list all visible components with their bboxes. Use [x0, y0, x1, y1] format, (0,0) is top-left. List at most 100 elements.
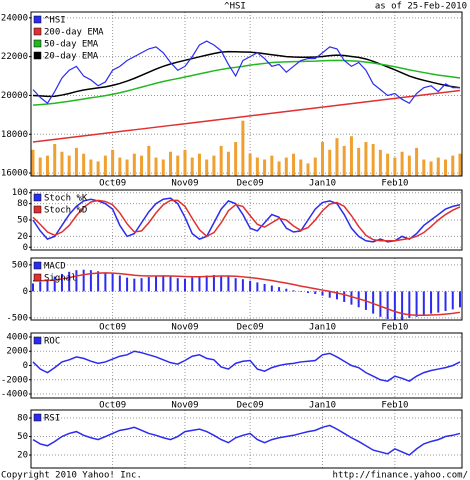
bar — [278, 287, 281, 292]
volume-bar — [436, 157, 440, 176]
bar — [444, 291, 447, 311]
volume-bar — [219, 145, 223, 176]
volume-bar — [205, 159, 209, 176]
bar — [227, 276, 230, 292]
volume-bar — [407, 155, 411, 176]
y-tick-label: 500 — [12, 260, 28, 270]
bar — [401, 291, 404, 320]
bar — [314, 291, 317, 295]
series-line — [32, 40, 460, 105]
panel — [31, 333, 462, 398]
legend-swatch — [33, 261, 42, 270]
bar — [459, 291, 461, 308]
legend-label: MACD — [44, 262, 66, 272]
bar — [46, 279, 49, 292]
y-tick-label: -4000 — [1, 390, 28, 400]
x-tick-label: Nov09 — [171, 179, 198, 189]
bar — [126, 277, 129, 292]
panel — [31, 410, 462, 468]
volume-bar — [342, 145, 346, 176]
bar — [451, 291, 454, 310]
bar — [393, 291, 396, 320]
legend-swatch — [33, 193, 42, 202]
bar — [422, 291, 425, 316]
legend-swatch — [33, 413, 42, 422]
y-tick-label: 18000 — [1, 130, 28, 140]
volume-bar — [190, 157, 194, 176]
legend-swatch — [33, 39, 42, 48]
y-tick-label: 20 — [17, 232, 28, 242]
panel-border — [30, 409, 463, 469]
volume-bar — [226, 151, 230, 176]
bar — [183, 278, 186, 292]
y-tick-label: 50 — [17, 216, 28, 226]
x-tick-label: Dec09 — [237, 401, 264, 411]
legend-label: 20-day EMA — [44, 52, 99, 62]
volume-bar — [241, 120, 245, 176]
bar — [241, 279, 244, 292]
volume-bar — [183, 149, 187, 176]
bar — [97, 271, 100, 292]
volume-bar — [154, 157, 158, 176]
volume-bar — [103, 155, 107, 176]
panel-border — [30, 189, 463, 251]
series-line — [32, 424, 461, 456]
bar — [328, 291, 331, 298]
series-line — [32, 197, 461, 243]
y-tick-label: 80 — [17, 414, 28, 424]
volume-bar — [400, 151, 404, 176]
legend-label: ROC — [44, 337, 60, 347]
series-line — [32, 89, 461, 143]
legend-swatch — [33, 27, 42, 36]
bar — [408, 291, 411, 318]
x-tick-label: Oct09 — [99, 401, 126, 411]
bar — [205, 275, 208, 292]
volume-bar — [313, 157, 317, 176]
x-tick-label: Feb10 — [381, 401, 408, 411]
series-line — [32, 350, 461, 383]
legend-swatch — [33, 51, 42, 60]
bar — [415, 291, 418, 317]
volume-bar — [212, 155, 216, 176]
bar — [299, 291, 302, 292]
bar — [68, 271, 71, 292]
bar — [198, 276, 201, 292]
volume-bar — [31, 149, 35, 176]
copyright: Copyright 2010 Yahoo! Inc. — [1, 471, 142, 480]
legend-label: Stoch %D — [44, 206, 87, 216]
legend-swatch — [33, 15, 42, 24]
bar — [53, 276, 56, 292]
volume-bar — [248, 153, 252, 176]
legend-label: Stoch %K — [44, 194, 88, 204]
volume-bar — [292, 153, 296, 176]
x-tick-label: Feb10 — [381, 179, 408, 189]
volume-bar — [45, 155, 49, 176]
legend-label: Signal — [44, 274, 77, 284]
chart-title: ^HSI — [224, 2, 246, 12]
bar — [249, 280, 252, 292]
legend-label: 50-day EMA — [44, 40, 99, 50]
volume-bar — [306, 163, 310, 176]
volume-bar — [38, 157, 42, 176]
volume-bar — [349, 136, 353, 176]
volume-bar — [111, 149, 115, 176]
volume-bar — [364, 142, 368, 176]
bar — [133, 278, 136, 292]
y-tick-label: -2000 — [1, 375, 28, 385]
volume-bar — [234, 142, 238, 176]
volume-bar — [125, 159, 129, 176]
bar — [335, 291, 338, 300]
y-tick-label: 100 — [12, 188, 28, 198]
x-tick-label: Jan10 — [309, 401, 336, 411]
legend-swatch — [33, 336, 42, 345]
volume-bar — [132, 153, 136, 176]
legend-swatch — [33, 273, 42, 282]
volume-bar — [444, 159, 448, 176]
bar — [212, 274, 215, 292]
volume-bar — [176, 155, 180, 176]
y-tick-label: 0 — [23, 287, 28, 297]
bar — [263, 283, 266, 292]
y-tick-label: 0 — [23, 243, 28, 253]
x-tick-label: Jan10 — [309, 323, 336, 333]
y-tick-label: -500 — [6, 313, 28, 323]
